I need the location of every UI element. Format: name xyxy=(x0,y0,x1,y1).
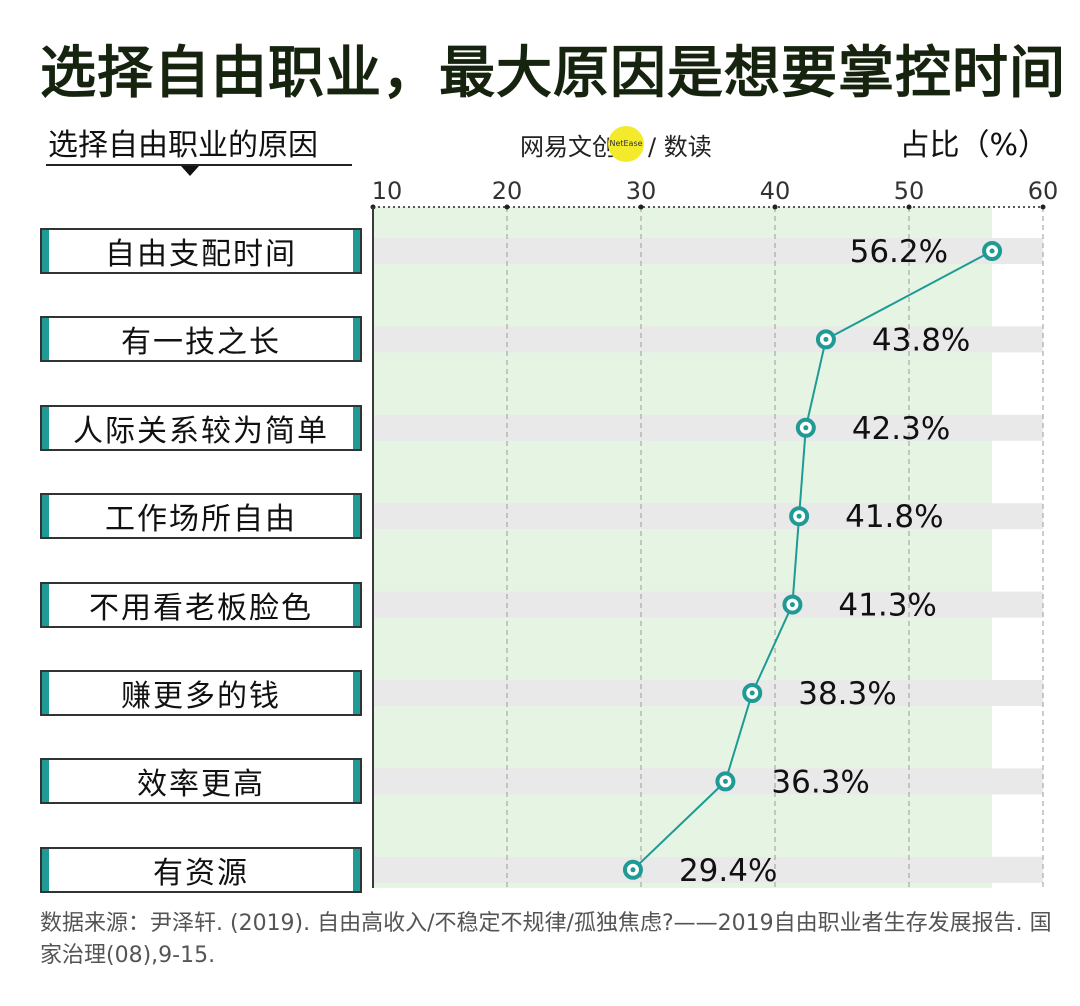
category-label-text: 不用看老板脸色 xyxy=(89,590,313,626)
chart-subtitle: 选择自由职业的原因 xyxy=(48,128,318,163)
chart-title: 选择自由职业，最大原因是想要掌控时间 xyxy=(40,41,1066,106)
row-band xyxy=(373,414,1043,441)
category-label: 效率更高 xyxy=(40,758,362,805)
data-label: 38.3% xyxy=(798,676,896,712)
data-point-center xyxy=(630,867,636,873)
category-label-text: 自由支配时间 xyxy=(105,237,297,272)
x-tick-label: 40 xyxy=(760,177,791,205)
brand-name: 网易文创 xyxy=(520,132,616,161)
data-label: 42.3% xyxy=(852,411,950,447)
data-label: 36.3% xyxy=(771,764,869,800)
label-accent-left xyxy=(42,406,49,449)
label-accent-right xyxy=(353,318,360,361)
tick-dot xyxy=(638,204,644,210)
label-accent-right xyxy=(353,848,360,891)
category-label-text: 效率更高 xyxy=(137,767,265,803)
row-band xyxy=(373,326,1043,353)
brand-logo: 网易文创 NetEase / 数读 xyxy=(520,126,712,162)
row-band xyxy=(373,503,1043,530)
label-accent-left xyxy=(42,318,49,361)
x-tick-label: 10 xyxy=(372,177,403,205)
label-accent-right xyxy=(353,760,360,803)
row-band xyxy=(373,856,1043,883)
row-band xyxy=(373,238,1043,264)
data-label: 29.4% xyxy=(679,853,777,889)
subtitle-underline xyxy=(46,164,352,166)
data-point-center xyxy=(803,425,809,431)
label-accent-left xyxy=(42,583,49,626)
data-point-center xyxy=(722,778,728,784)
data-label: 41.8% xyxy=(845,499,943,535)
category-label: 赚更多的钱 xyxy=(40,670,362,716)
tick-dot xyxy=(504,204,510,210)
label-accent-right xyxy=(353,230,360,272)
label-accent-right xyxy=(353,672,360,714)
source-note: 数据来源：尹泽轩. (2019). 自由高收入/不稳定不规律/孤独焦虑?——20… xyxy=(40,911,1052,968)
category-label: 自由支配时间 xyxy=(40,228,362,274)
label-accent-left xyxy=(42,230,49,272)
data-point-center xyxy=(749,690,755,696)
data-point-center xyxy=(789,602,795,608)
brand-section: / 数读 xyxy=(648,132,712,161)
category-label-text: 有一技之长 xyxy=(121,325,281,361)
data-point-center xyxy=(823,336,829,342)
x-tick-label: 50 xyxy=(894,177,925,205)
data-point-center xyxy=(989,248,995,254)
label-accent-right xyxy=(353,495,360,538)
x-tick-label: 30 xyxy=(626,177,657,205)
data-label: 56.2% xyxy=(850,234,948,270)
data-point-center xyxy=(796,513,802,519)
brand-badge: NetEase xyxy=(608,126,644,162)
data-label: 41.3% xyxy=(838,588,936,624)
category-label: 有一技之长 xyxy=(40,316,362,363)
category-label: 有资源 xyxy=(40,846,362,893)
data-label: 43.8% xyxy=(872,322,970,358)
series-line xyxy=(632,250,993,871)
label-accent-left xyxy=(42,672,49,714)
category-label: 不用看老板脸色 xyxy=(40,581,362,628)
row-band xyxy=(373,680,1043,706)
tick-dot xyxy=(1040,204,1046,210)
axis-unit-label: 占比（%） xyxy=(899,128,1048,163)
category-label-text: 有资源 xyxy=(153,855,249,891)
triangle-down-icon xyxy=(181,166,199,176)
row-band xyxy=(373,768,1043,795)
row-band xyxy=(373,591,1043,618)
x-tick-label: 20 xyxy=(492,177,523,205)
label-accent-left xyxy=(42,760,49,803)
category-label-text: 赚更多的钱 xyxy=(121,679,281,714)
label-accent-left xyxy=(42,848,49,891)
category-label-text: 人际关系较为简单 xyxy=(73,413,329,449)
label-accent-right xyxy=(353,583,360,626)
category-label: 工作场所自由 xyxy=(40,493,362,540)
label-accent-right xyxy=(353,406,360,449)
x-tick-label: 60 xyxy=(1028,177,1059,205)
label-accent-left xyxy=(42,495,49,538)
category-label-text: 工作场所自由 xyxy=(105,502,297,538)
category-label: 人际关系较为简单 xyxy=(40,404,362,451)
